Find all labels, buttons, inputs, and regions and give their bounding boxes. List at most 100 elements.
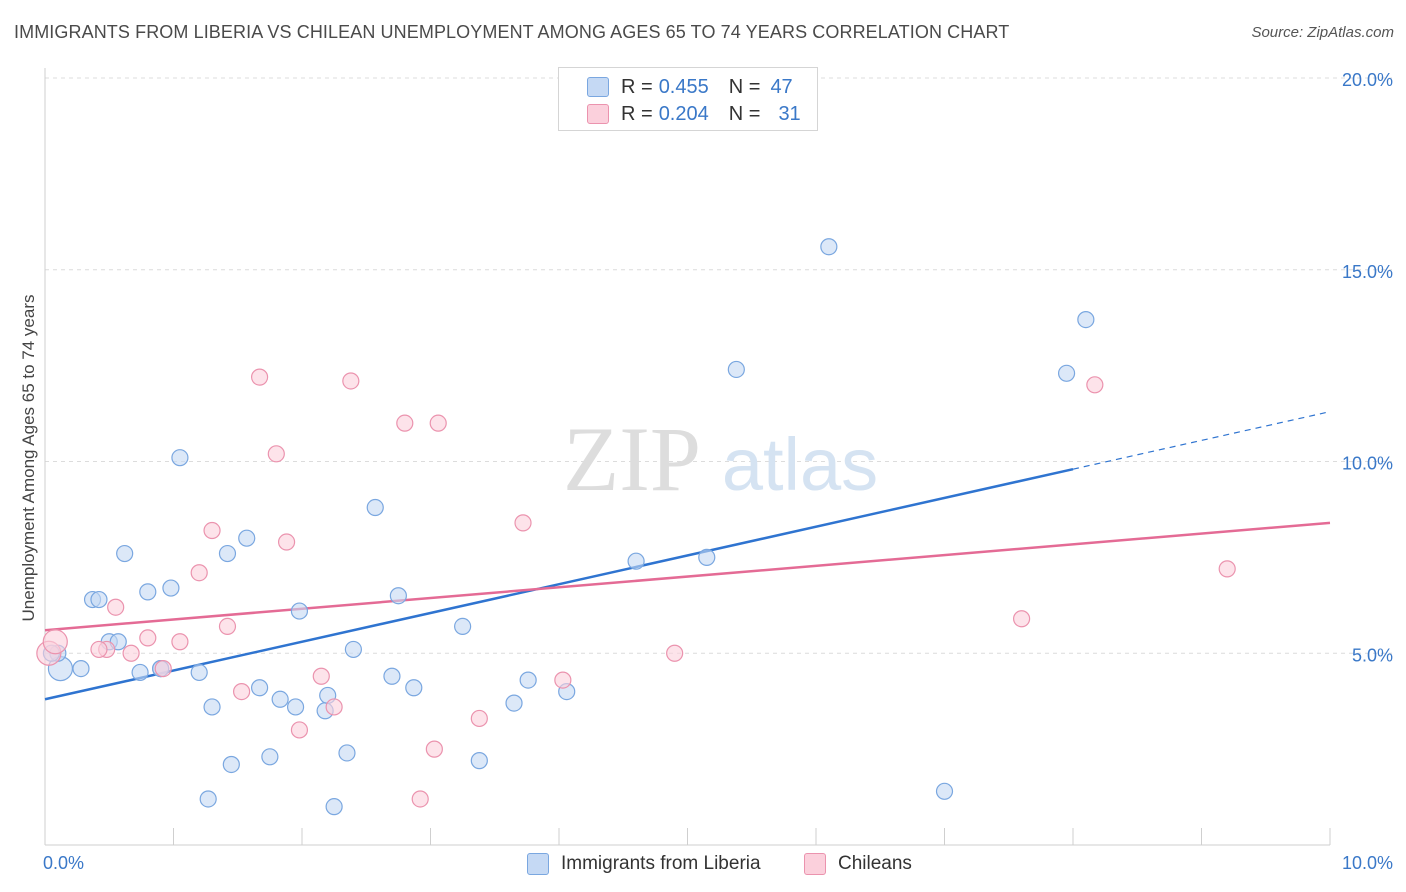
source-label: Source: ZipAtlas.com xyxy=(1251,24,1394,41)
point-liberia xyxy=(1057,364,1076,382)
point-liberia xyxy=(203,698,221,716)
point-liberia xyxy=(90,590,108,609)
point-liberia xyxy=(338,744,356,762)
watermark: ZIP atlas xyxy=(563,408,878,510)
point-liberia xyxy=(218,544,237,563)
y-tick-label: 10.0% xyxy=(1342,454,1393,474)
point-liberia xyxy=(139,583,157,601)
legend-n-label: N = xyxy=(728,75,761,98)
point-chileans xyxy=(107,598,125,616)
x-tick-label: 10.0% xyxy=(1342,853,1393,873)
point-liberia xyxy=(383,667,401,685)
watermark-atlas: atlas xyxy=(722,423,878,506)
correlation-legend: R = 0.455 N = 47 R = 0.204 N = 31 xyxy=(558,67,818,131)
point-chileans xyxy=(218,617,237,636)
point-liberia xyxy=(238,529,256,547)
point-liberia xyxy=(505,694,523,712)
point-chileans xyxy=(342,372,360,390)
y-axis-title: Unemployment Among Ages 65 to 74 years xyxy=(19,295,38,622)
bottom-legend-chileans: Chileans xyxy=(804,851,912,877)
point-liberia xyxy=(290,602,309,620)
point-chileans xyxy=(233,682,251,701)
point-liberia xyxy=(190,663,208,682)
trendline-liberia xyxy=(44,467,1074,701)
x-tick-label: 0.0% xyxy=(43,853,84,873)
point-chileans xyxy=(396,414,414,432)
legend-r-label: R = xyxy=(621,75,653,98)
point-chileans xyxy=(411,790,429,808)
point-chileans xyxy=(90,640,108,659)
point-liberia xyxy=(727,360,745,379)
point-chileans xyxy=(154,659,172,678)
point-chileans xyxy=(267,445,285,463)
point-liberia xyxy=(470,752,488,770)
watermark-zip: ZIP xyxy=(563,408,701,510)
point-chileans xyxy=(325,698,343,716)
point-liberia xyxy=(405,679,423,697)
point-liberia xyxy=(325,798,343,816)
point-liberia xyxy=(935,782,954,800)
legend-row-liberia: R = 0.455 N = 47 xyxy=(587,75,793,99)
point-liberia xyxy=(222,755,240,774)
trendline-layer xyxy=(44,411,1331,701)
bottom-legend-swatch-blue xyxy=(527,853,549,875)
point-chileans xyxy=(203,521,221,540)
legend-r-label: R = xyxy=(621,102,653,125)
axis-layer: 5.0% 10.0% 15.0% 20.0% 0.0% 10.0% xyxy=(43,68,1393,873)
legend-row-chileans: R = 0.204 N = 31 xyxy=(587,102,801,126)
point-liberia xyxy=(271,690,289,708)
point-liberia xyxy=(627,552,645,570)
point-chileans xyxy=(122,644,140,662)
bottom-legend-liberia: Immigrants from Liberia xyxy=(527,851,761,877)
point-chileans xyxy=(312,667,330,685)
point-liberia xyxy=(162,579,180,597)
point-liberia xyxy=(820,238,838,256)
point-liberia xyxy=(250,679,269,697)
point-chileans xyxy=(290,721,309,739)
point-layer xyxy=(36,238,1236,816)
point-chileans xyxy=(1086,376,1104,394)
y-tick-label: 5.0% xyxy=(1352,645,1393,665)
bottom-legend-label-chileans: Chileans xyxy=(838,853,912,874)
point-liberia xyxy=(454,617,472,636)
point-chileans xyxy=(190,564,208,582)
chart-title: IMMIGRANTS FROM LIBERIA VS CHILEAN UNEMP… xyxy=(14,22,1010,42)
legend-r-value: 0.204 xyxy=(658,102,709,125)
point-liberia xyxy=(286,698,305,716)
point-chileans xyxy=(139,629,157,647)
point-liberia xyxy=(116,544,134,563)
point-chileans xyxy=(470,709,488,728)
point-chileans xyxy=(429,414,447,432)
point-chileans xyxy=(277,533,296,551)
point-liberia xyxy=(171,449,189,467)
point-chileans xyxy=(250,368,269,386)
legend-n-value: 47 xyxy=(770,75,793,98)
point-chileans xyxy=(554,671,572,689)
trendline-liberia-extension xyxy=(1072,411,1331,470)
y-tick-label: 20.0% xyxy=(1342,70,1393,90)
legend-n-value: 31 xyxy=(778,102,801,125)
trendline-chileans xyxy=(44,521,1331,632)
bottom-legend-swatch-pink xyxy=(804,853,826,875)
point-liberia xyxy=(366,498,384,517)
point-chileans xyxy=(666,644,684,662)
legend-swatch-blue xyxy=(587,77,609,97)
point-chileans xyxy=(42,629,68,655)
legend-swatch-pink xyxy=(587,104,609,124)
point-liberia xyxy=(199,790,217,808)
y-tick-label: 15.0% xyxy=(1342,262,1393,282)
point-liberia xyxy=(698,548,716,566)
point-liberia xyxy=(389,587,407,605)
point-liberia xyxy=(1077,311,1095,329)
bottom-legend-label-liberia: Immigrants from Liberia xyxy=(561,853,761,874)
legend-r-value: 0.455 xyxy=(658,75,709,98)
point-liberia xyxy=(519,671,537,689)
point-chileans xyxy=(1012,610,1031,628)
point-chileans xyxy=(171,633,189,651)
point-liberia xyxy=(72,659,90,678)
point-liberia xyxy=(344,640,362,659)
legend-n-label: N = xyxy=(728,102,761,125)
grid-layer xyxy=(45,77,1392,654)
point-liberia xyxy=(131,663,149,682)
